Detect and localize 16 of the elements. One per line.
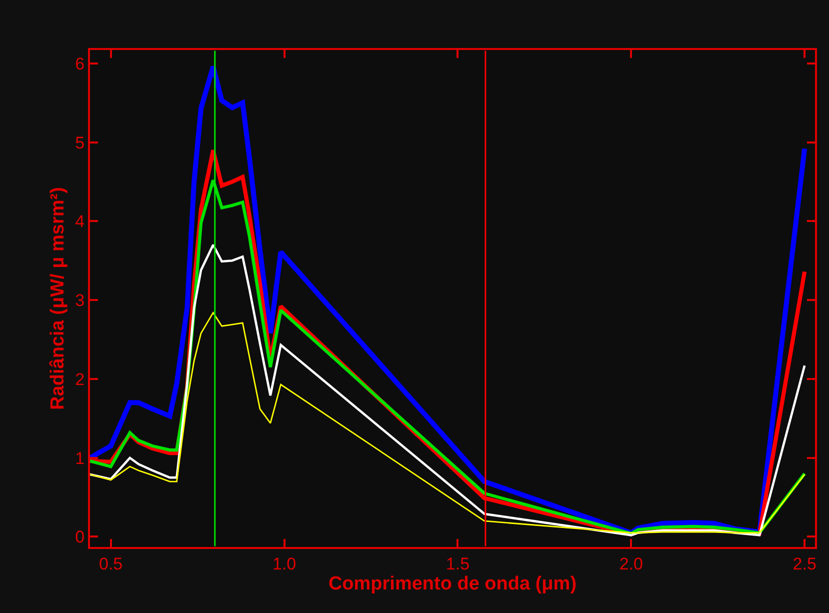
- y-tick-label: 2: [75, 370, 85, 389]
- line-series: [90, 244, 806, 536]
- y-tick-label: 3: [75, 291, 85, 310]
- y-axis-title: Radiância (μW/ μ msrm²): [47, 187, 68, 410]
- x-tick-label: 2.5: [792, 554, 816, 574]
- y-tick-label: 1: [75, 448, 85, 468]
- x-axis-title: Comprimento de onda (μm): [328, 574, 577, 595]
- y-tick-label: 5: [75, 133, 85, 152]
- x-tick-label: 2.0: [619, 554, 643, 574]
- y-tick-label: 0: [75, 528, 85, 547]
- line-series: [90, 312, 806, 534]
- y-tick-label: 4: [75, 212, 85, 232]
- x-tick-label: 0.5: [98, 554, 123, 574]
- y-tick-label: 6: [75, 54, 85, 74]
- x-tick-label: 1.0: [272, 554, 296, 574]
- x-tick-label: 1.5: [446, 554, 470, 574]
